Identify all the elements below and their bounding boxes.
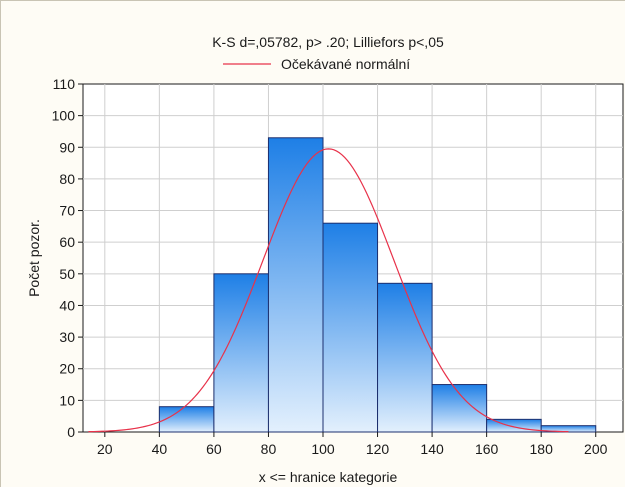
y-tick-label: 70: [59, 203, 75, 219]
x-tick-label: 60: [206, 441, 222, 457]
x-axis-ticks: 20 40 60 80 100 120 140 160 180 200: [97, 432, 608, 457]
legend: Očekávané normální: [223, 56, 410, 72]
y-tick-label: 50: [59, 266, 75, 282]
histogram-bar: [540, 425, 597, 433]
y-tick-label: 60: [59, 234, 75, 250]
histogram-bar: [267, 137, 324, 433]
histogram-bar: [377, 282, 433, 433]
y-tick-label: 40: [59, 297, 75, 313]
x-axis-label: x <= hranice kategorie: [259, 469, 398, 485]
x-tick-label: 120: [366, 441, 390, 457]
x-tick-label: 40: [152, 441, 168, 457]
gridlines: [83, 84, 623, 432]
histogram-bar: [158, 406, 215, 433]
histogram-bar: [322, 222, 379, 433]
x-tick-label: 180: [530, 441, 554, 457]
x-tick-label: 20: [97, 441, 113, 457]
x-tick-label: 100: [311, 441, 335, 457]
y-tick-label: 110: [53, 76, 76, 92]
y-tick-label: 80: [59, 171, 75, 187]
x-tick-label: 80: [261, 441, 277, 457]
normal-curve-line: [88, 148, 569, 433]
y-axis-label: Počet pozor.: [26, 219, 42, 297]
x-tick-label: 140: [420, 441, 444, 457]
y-axis-ticks: 0 10 20 30 40 50 60 70 80 90 100 110: [52, 76, 83, 440]
chart-title: K-S d=,05782, p> .20; Lilliefors p<,05: [212, 34, 444, 50]
y-tick-label: 20: [59, 361, 75, 377]
y-tick-label: 10: [59, 392, 75, 408]
x-tick-label: 160: [475, 441, 499, 457]
x-tick-label: 200: [584, 441, 608, 457]
legend-label: Očekávané normální: [281, 56, 410, 72]
histogram-bar: [213, 273, 269, 433]
y-tick-label: 100: [52, 108, 76, 124]
histogram-bar: [431, 384, 488, 433]
y-tick-label: 0: [67, 424, 75, 440]
histogram-bars: [158, 137, 597, 433]
y-tick-label: 30: [59, 329, 75, 345]
y-tick-label: 90: [59, 139, 75, 155]
